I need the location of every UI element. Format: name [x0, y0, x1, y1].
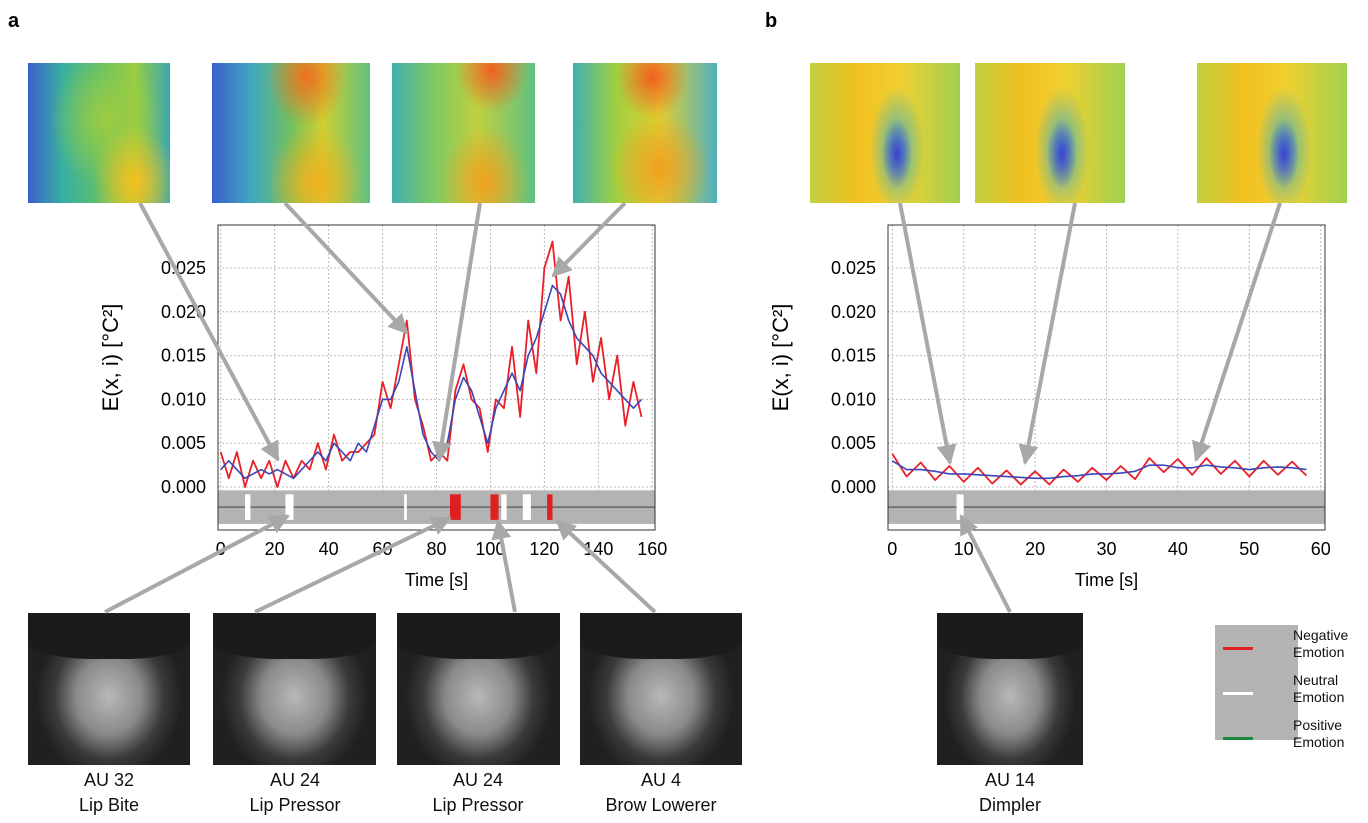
- thermal-image: [810, 63, 960, 203]
- face-au: AU 32: [83, 770, 135, 790]
- y-tick-label: 0.010: [831, 389, 876, 409]
- face-au: AU 24: [452, 770, 504, 790]
- thermal-image: [573, 63, 717, 203]
- face-photo: [397, 613, 560, 765]
- emotion-event: [490, 494, 499, 520]
- emotion-event: [449, 494, 461, 520]
- y-tick-label: 0.025: [831, 258, 876, 278]
- y-tick-label: 0.000: [831, 477, 876, 497]
- emotion-event: [547, 494, 553, 520]
- face-name: Lip Bite: [78, 795, 140, 815]
- x-tick-label: 120: [529, 539, 559, 559]
- thermal-image: [392, 63, 535, 203]
- data-line: [219, 240, 643, 488]
- data-line: [891, 460, 1307, 480]
- thermal-image: [212, 63, 370, 203]
- y-tick-label: 0.025: [161, 258, 206, 278]
- x-tick-label: 40: [1168, 539, 1188, 559]
- face-name: Lip Pressor: [249, 795, 341, 815]
- y-axis-label: E(x, i) [°C²]: [98, 304, 123, 412]
- emotion-event: [522, 494, 531, 520]
- emotion-event: [404, 494, 407, 520]
- emotion-event: [285, 494, 294, 520]
- x-tick-label: 10: [954, 539, 974, 559]
- face-name: Dimpler: [978, 795, 1041, 815]
- face-photo: [213, 613, 376, 765]
- y-tick-label: 0.005: [161, 433, 206, 453]
- x-axis-label: Time [s]: [405, 570, 468, 590]
- panel-label: a: [8, 10, 20, 32]
- thermal-image: [1197, 63, 1347, 203]
- face-au: AU 4: [640, 770, 682, 790]
- x-tick-label: 160: [637, 539, 667, 559]
- y-axis-label: E(x, i) [°C²]: [768, 304, 793, 412]
- x-tick-label: 80: [426, 539, 446, 559]
- legend-label: Negative Emotion: [1293, 627, 1349, 660]
- face-name: Brow Lowerer: [605, 795, 717, 815]
- x-tick-label: 60: [1311, 539, 1331, 559]
- x-tick-label: 0: [887, 539, 897, 559]
- face-photo: [28, 613, 190, 765]
- plot-frame: [887, 224, 1326, 531]
- face-au: AU 14: [984, 770, 1036, 790]
- face-photo: [937, 613, 1083, 765]
- x-axis-label: Time [s]: [1075, 570, 1138, 590]
- legend-swatch: [1223, 737, 1253, 740]
- thermal-image: [975, 63, 1125, 203]
- y-tick-label: 0.010: [161, 389, 206, 409]
- emotion-event: [244, 494, 251, 520]
- legend-swatch: [1223, 692, 1253, 695]
- y-tick-label: 0.005: [831, 433, 876, 453]
- y-tick-label: 0.020: [831, 302, 876, 322]
- face-name: Lip Pressor: [432, 795, 524, 815]
- y-tick-label: 0.000: [161, 477, 206, 497]
- x-tick-label: 100: [475, 539, 505, 559]
- arrows: [104, 201, 1282, 614]
- x-tick-label: 40: [319, 539, 339, 559]
- x-tick-label: 0: [216, 539, 226, 559]
- y-tick-label: 0.015: [161, 346, 206, 366]
- emotion-event: [501, 494, 507, 520]
- face-photo: [580, 613, 742, 765]
- panel-label: b: [765, 10, 778, 32]
- x-tick-label: 50: [1239, 539, 1259, 559]
- x-tick-label: 30: [1096, 539, 1116, 559]
- legend: [1215, 625, 1298, 740]
- legend-swatch: [1223, 647, 1253, 650]
- face-au: AU 24: [269, 770, 321, 790]
- x-tick-label: 20: [265, 539, 285, 559]
- legend-label: Positive Emotion: [1293, 717, 1345, 750]
- data-line: [220, 284, 643, 480]
- y-tick-label: 0.015: [831, 346, 876, 366]
- x-tick-label: 20: [1025, 539, 1045, 559]
- emotion-event: [956, 494, 964, 520]
- thermal-image: [28, 63, 170, 203]
- legend-label: Neutral Emotion: [1293, 672, 1345, 705]
